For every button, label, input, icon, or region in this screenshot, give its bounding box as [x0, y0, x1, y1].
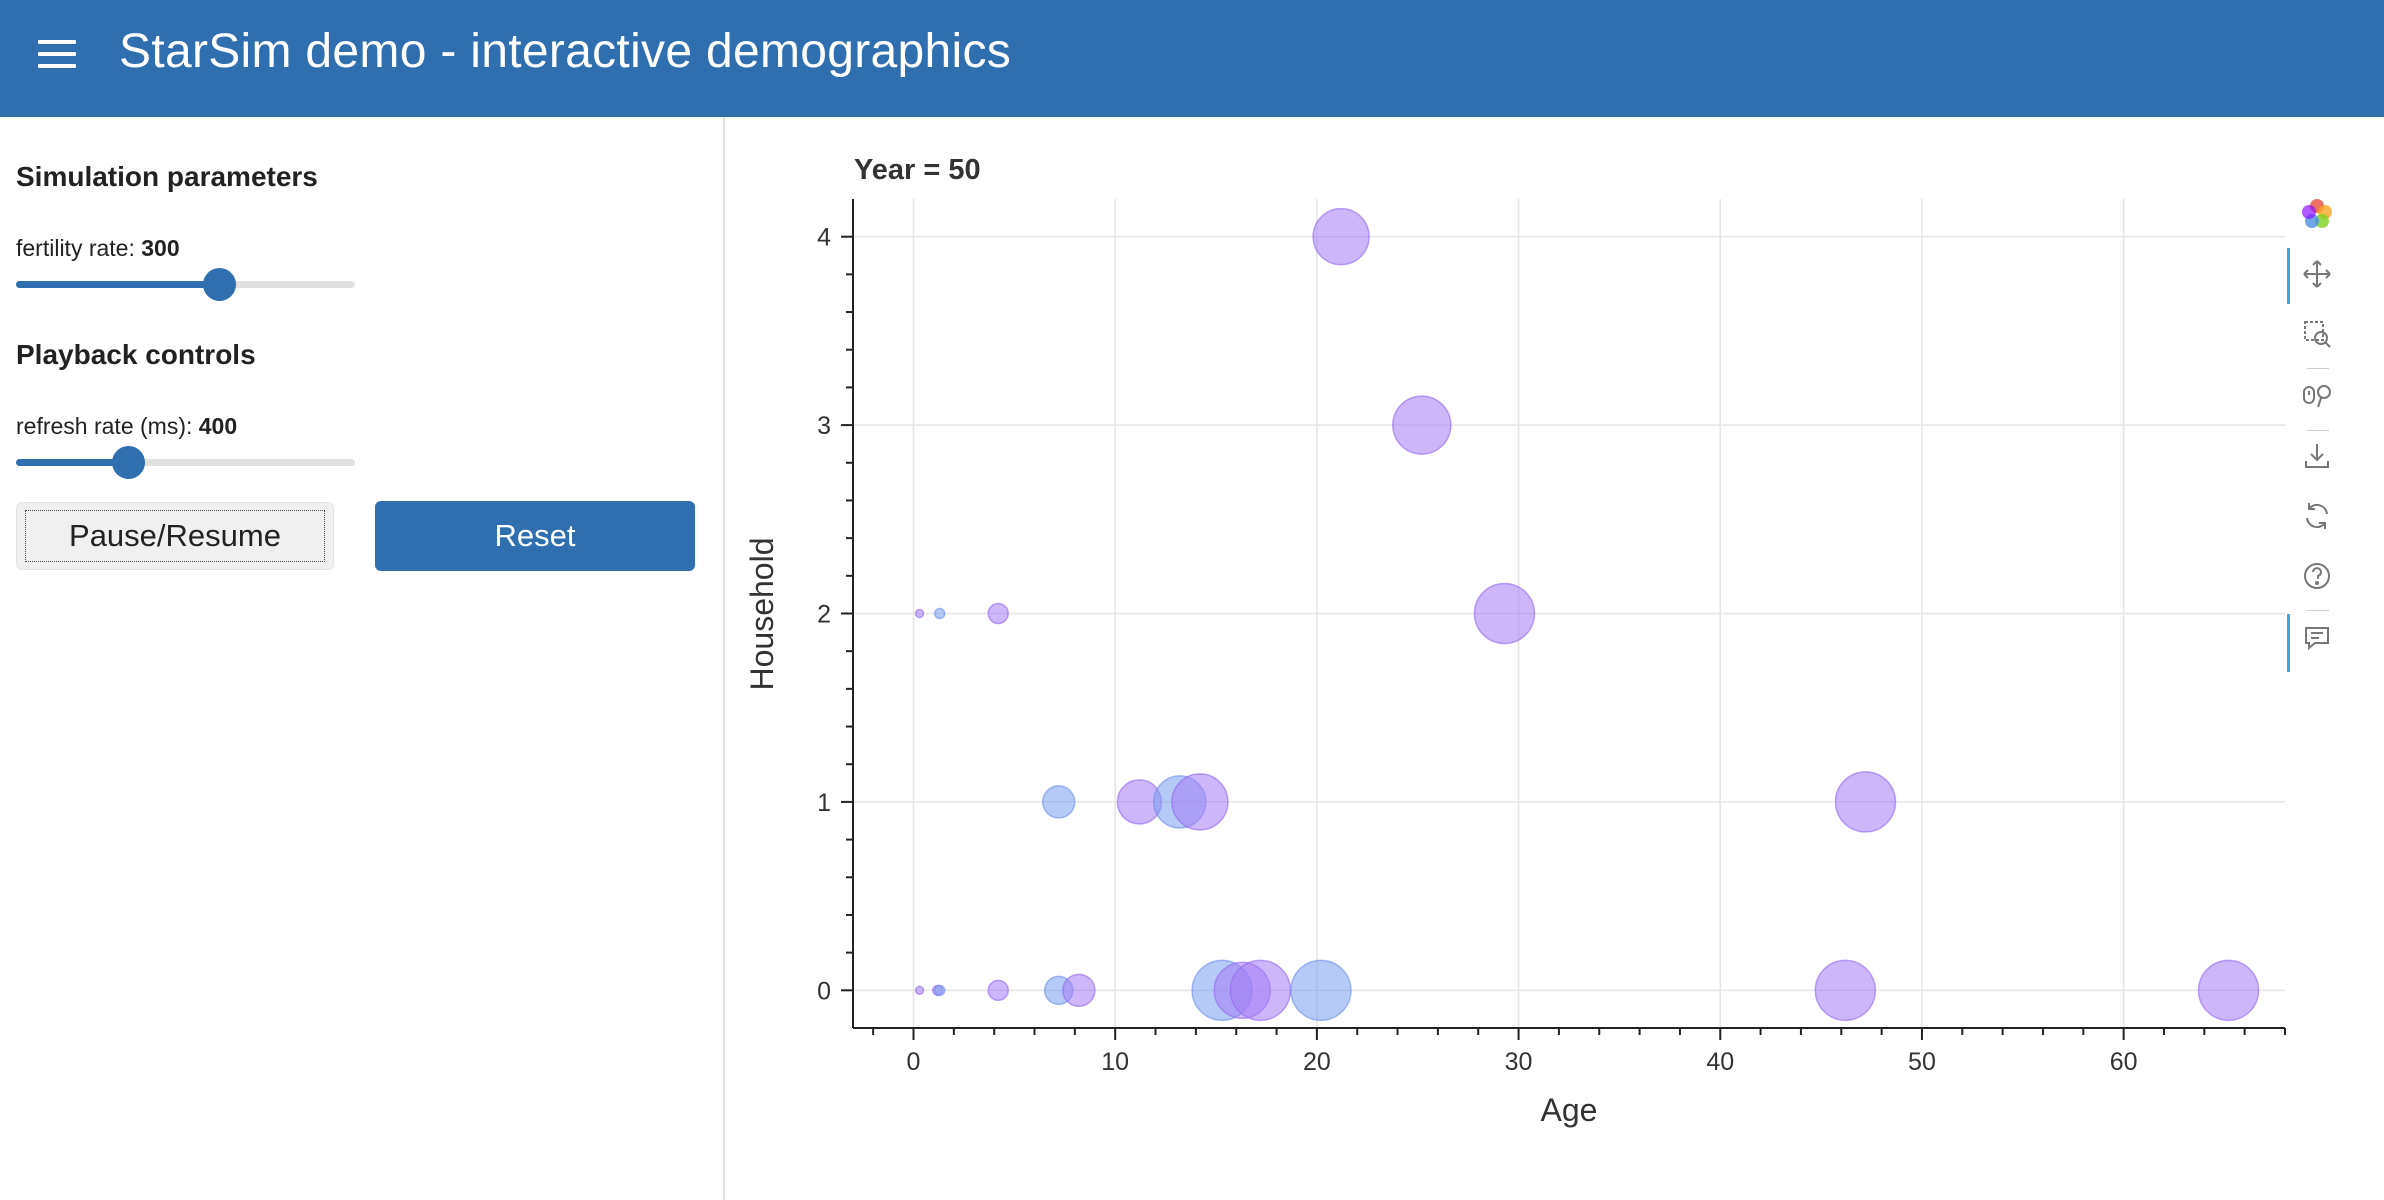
active-tool-indicator	[2287, 614, 2290, 672]
data-point[interactable]	[1062, 973, 1096, 1008]
fertility-rate-slider[interactable]	[16, 268, 355, 301]
app-header: StarSim demo - interactive demographics	[0, 0, 2384, 117]
box-zoom-icon[interactable]	[2287, 310, 2347, 358]
y-tick-label: 4	[817, 224, 831, 252]
refresh-rate-label-text: refresh rate (ms):	[16, 413, 199, 439]
bokeh-logo-icon[interactable]	[2287, 190, 2347, 238]
active-tool-indicator	[2287, 248, 2290, 304]
refresh-rate-label: refresh rate (ms): 400	[16, 413, 237, 440]
help-icon[interactable]	[2287, 552, 2347, 600]
refresh-rate-slider-thumb[interactable]	[111, 446, 145, 479]
data-point[interactable]	[914, 985, 925, 996]
data-point[interactable]	[1473, 582, 1536, 645]
x-axis-label: Age	[1541, 1092, 1598, 1128]
data-point[interactable]	[914, 608, 925, 619]
sidebar: Simulation parameters fertility rate: 30…	[0, 117, 725, 1200]
x-tick-label: 10	[1101, 1048, 1129, 1076]
x-tick-label: 30	[1505, 1048, 1533, 1076]
refresh-rate-slider-fill	[16, 459, 128, 466]
data-point[interactable]	[1392, 395, 1452, 455]
y-tick-label: 2	[817, 601, 831, 629]
wheel-zoom-icon[interactable]	[2287, 372, 2347, 420]
data-point[interactable]	[1834, 771, 1897, 833]
y-tick-label: 1	[817, 789, 831, 817]
pan-icon[interactable]	[2287, 250, 2347, 298]
plot-area: 0 10 20 30 40 50 60 0 1 2 3 4 Year = 50 Age Household	[727, 117, 2384, 1200]
pause-resume-label: Pause/Resume	[25, 510, 325, 562]
x-tick-label: 20	[1303, 1048, 1331, 1076]
y-axis-label: Household	[744, 538, 780, 691]
hover-icon[interactable]	[2287, 614, 2347, 662]
y-tick-label: 0	[817, 977, 831, 1005]
save-icon[interactable]	[2287, 432, 2347, 480]
y-tick-label: 3	[817, 412, 831, 440]
data-point[interactable]	[933, 984, 946, 997]
x-tick-label: 50	[1908, 1048, 1936, 1076]
plot-toolbar	[2287, 190, 2347, 690]
fertility-rate-label-text: fertility rate:	[16, 235, 142, 261]
data-point[interactable]	[1229, 959, 1292, 1022]
data-point[interactable]	[987, 602, 1009, 625]
fertility-rate-slider-thumb[interactable]	[203, 268, 237, 301]
x-tick-label: 60	[2110, 1048, 2138, 1076]
x-tick-label: 0	[907, 1048, 921, 1076]
data-point[interactable]	[1290, 959, 1352, 1022]
toolbar-separator	[2307, 430, 2329, 431]
reset-button[interactable]: Reset	[375, 501, 695, 571]
simulation-parameters-title: Simulation parameters	[16, 161, 318, 192]
chart-title: Year = 50	[854, 154, 981, 186]
x-tick-label: 40	[1706, 1048, 1734, 1076]
app-title: StarSim demo - interactive demographics	[119, 25, 1012, 78]
refresh-rate-value: 400	[198, 413, 238, 439]
fertility-rate-slider-fill	[16, 281, 220, 288]
fertility-rate-label: fertility rate: 300	[16, 235, 180, 262]
toolbar-separator	[2307, 368, 2329, 369]
data-point[interactable]	[1041, 785, 1076, 819]
refresh-rate-slider[interactable]	[16, 446, 355, 479]
scatter-chart[interactable]: 0 10 20 30 40 50 60 0 1 2 3 4 Year = 50 Age Household	[727, 117, 2384, 1200]
fertility-rate-value: 300	[141, 235, 180, 261]
data-point[interactable]	[987, 979, 1009, 1002]
toolbar-separator	[2307, 610, 2329, 611]
hamburger-menu-icon[interactable]	[38, 40, 76, 72]
data-point[interactable]	[1312, 207, 1370, 266]
pause-resume-button[interactable]: Pause/Resume	[16, 502, 334, 570]
data-point[interactable]	[2197, 959, 2260, 1022]
reset-icon[interactable]	[2287, 492, 2347, 540]
data-point[interactable]	[1814, 959, 1877, 1022]
data-point[interactable]	[933, 607, 946, 620]
playback-controls-title: Playback controls	[16, 339, 256, 370]
data-point[interactable]	[1171, 773, 1229, 831]
